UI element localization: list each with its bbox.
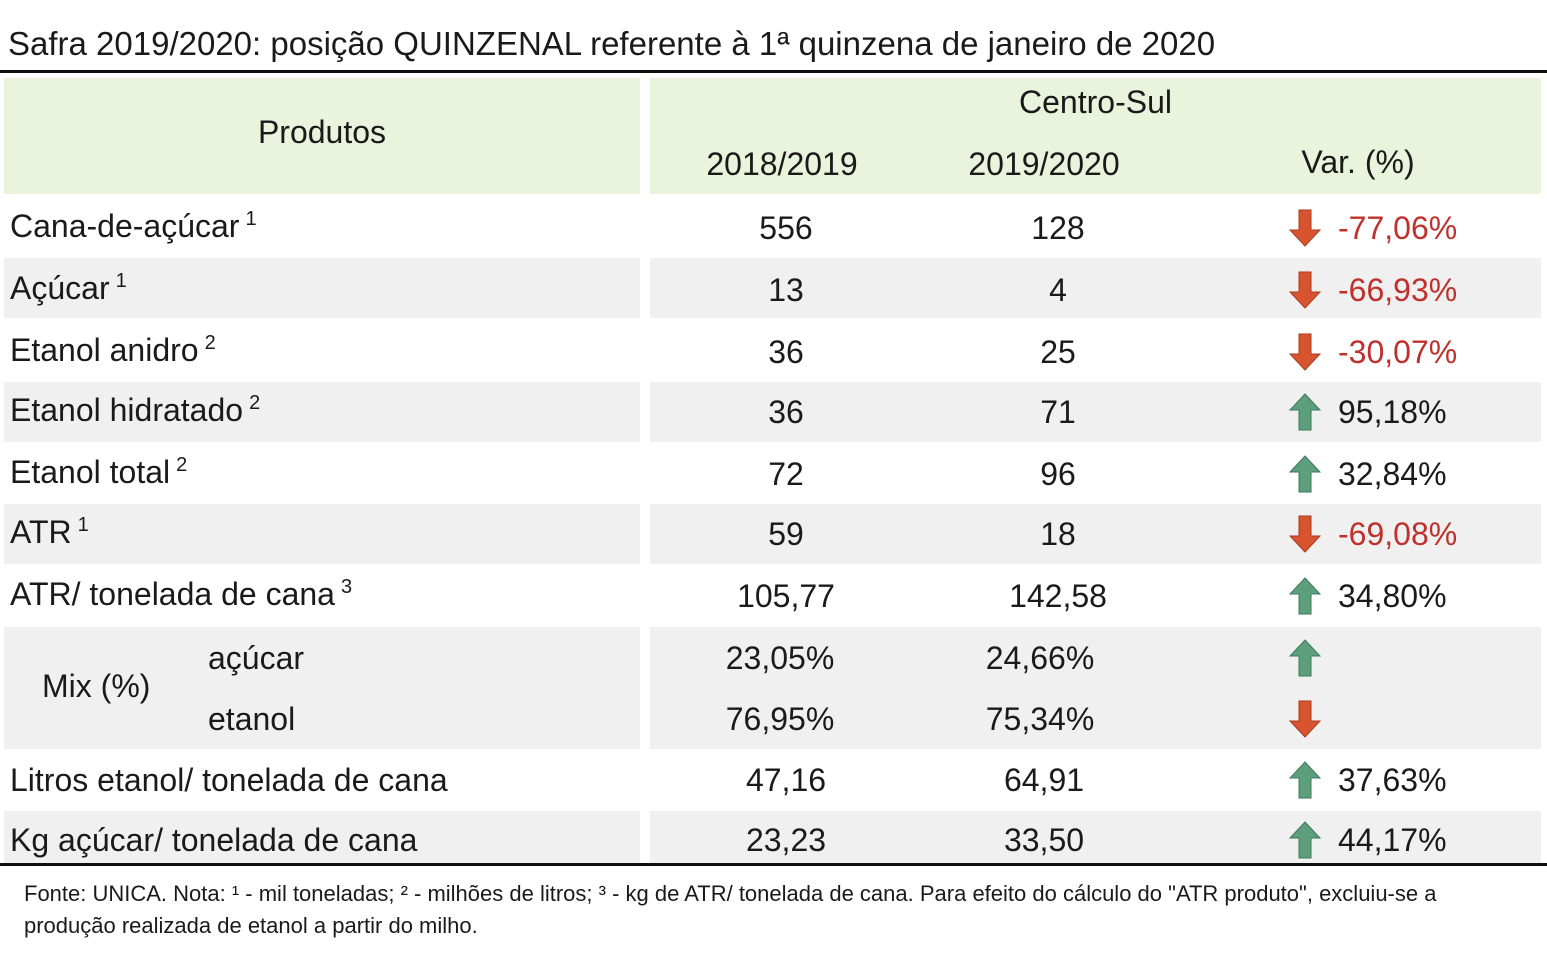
table-title: Safra 2019/2020: posição QUINZENAL refer… [8, 25, 1216, 62]
row-curr-value: 18 [1040, 516, 1076, 552]
row-prev-value: 13 [768, 272, 804, 308]
arrow-down-icon [1288, 271, 1322, 309]
mix-curr-value: 75,34% [985, 701, 1095, 737]
row-var-value: 34,80% [1338, 578, 1447, 614]
arrow-up-icon [1288, 639, 1322, 677]
footnote: Fonte: UNICA. Nota: ¹ - mil toneladas; ²… [24, 881, 1437, 938]
row-label: Litros etanol/ tonelada de cana [10, 762, 448, 798]
row-label: Etanol total 2 [10, 454, 188, 490]
row-var-value: 95,18% [1338, 394, 1447, 430]
top-rule [0, 70, 1547, 73]
arrow-up-icon [1288, 821, 1322, 859]
row-prev-value: 36 [768, 394, 804, 430]
row-prev-value: 23,23 [745, 822, 827, 858]
row-stripe [650, 811, 1541, 863]
row-curr-value: 96 [1040, 456, 1076, 492]
row-stripe [650, 258, 1541, 318]
header-col-prev: 2018/2019 [706, 146, 858, 182]
header-band-region [650, 78, 1541, 194]
row-curr-value: 71 [1040, 394, 1076, 430]
row-curr-value: 64,91 [1003, 762, 1085, 798]
bottom-rule [0, 863, 1547, 866]
row-prev-value: 36 [768, 334, 804, 370]
row-curr-value: 142,58 [1009, 578, 1107, 614]
arrow-up-icon [1288, 761, 1322, 799]
row-stripe [650, 382, 1541, 442]
row-curr-value: 33,50 [1003, 822, 1085, 858]
row-var-value: -30,07% [1338, 334, 1458, 370]
row-stripe [4, 811, 640, 863]
row-stripe [4, 627, 640, 749]
row-label: Cana-de-açúcar 1 [10, 208, 257, 244]
row-stripe [650, 627, 1541, 749]
mix-prev-value: 23,05% [725, 640, 835, 676]
header-col-curr: 2019/2020 [968, 146, 1120, 182]
header-col-var: Var. (%) [1301, 144, 1415, 180]
row-prev-value: 47,16 [745, 762, 827, 798]
row-label: Kg açúcar/ tonelada de cana [10, 822, 418, 858]
row-label: Açúcar 1 [10, 270, 127, 306]
row-var-value: -69,08% [1338, 516, 1458, 552]
mix-prev-value: 76,95% [725, 701, 835, 737]
mix-label: Mix (%) [42, 668, 151, 704]
header-region: Centro-Sul [1019, 84, 1172, 120]
header-produtos: Produtos [257, 114, 387, 150]
arrow-up-icon [1288, 455, 1322, 493]
row-curr-value: 4 [1049, 272, 1067, 308]
mix-item-label: açúcar [208, 640, 305, 676]
row-label: Etanol anidro 2 [10, 332, 216, 368]
row-label: Etanol hidratado 2 [10, 392, 261, 428]
row-var-value: 32,84% [1338, 456, 1447, 492]
row-stripe [650, 504, 1541, 564]
mix-curr-value: 24,66% [985, 640, 1095, 676]
arrow-down-icon [1288, 515, 1322, 553]
row-prev-value: 105,77 [737, 578, 835, 614]
row-stripe [4, 258, 640, 318]
mix-item-label: etanol [208, 701, 296, 737]
row-var-value: 37,63% [1338, 762, 1447, 798]
row-label: ATR/ tonelada de cana 3 [10, 576, 353, 612]
row-stripe [4, 382, 640, 442]
row-curr-value: 128 [1031, 210, 1085, 246]
row-prev-value: 72 [768, 456, 804, 492]
arrow-up-icon [1288, 577, 1322, 615]
arrow-up-icon [1288, 393, 1322, 431]
row-prev-value: 59 [768, 516, 804, 552]
arrow-down-icon [1288, 333, 1322, 371]
row-var-value: -77,06% [1338, 210, 1458, 246]
row-stripe [4, 504, 640, 564]
row-var-value: 44,17% [1338, 822, 1447, 858]
row-var-value: -66,93% [1338, 272, 1458, 308]
header-band-produtos [4, 78, 640, 194]
row-prev-value: 556 [759, 210, 813, 246]
row-curr-value: 25 [1040, 334, 1076, 370]
arrow-down-icon [1288, 700, 1322, 738]
arrow-down-icon [1288, 209, 1322, 247]
row-label: ATR 1 [10, 514, 89, 550]
